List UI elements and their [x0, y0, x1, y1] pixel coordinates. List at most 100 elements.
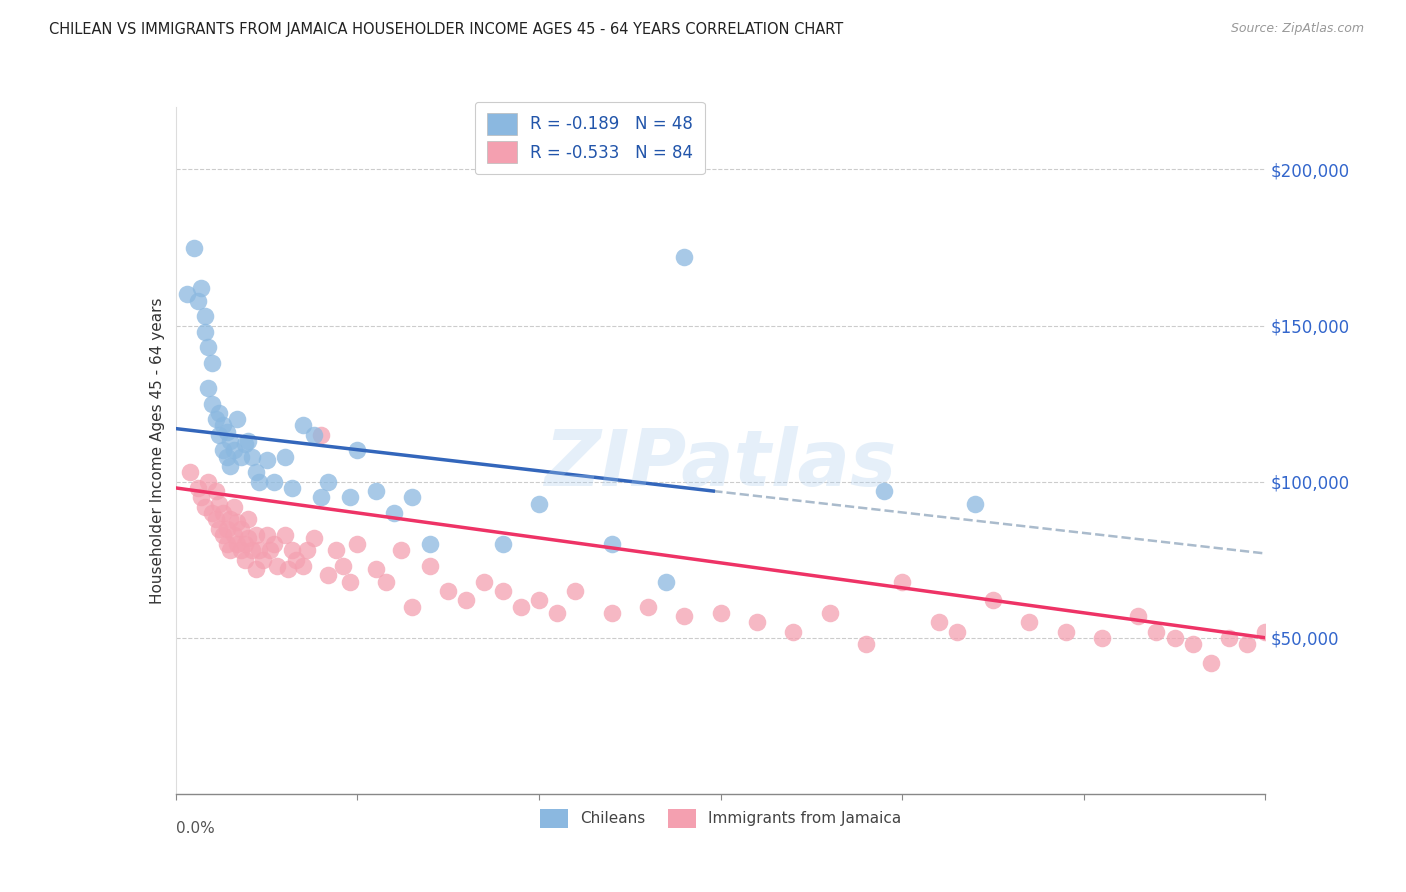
Point: [437, 583, 460, 598]
Point: [215, 537, 238, 551]
Point: [527, 496, 550, 510]
Point: [204, 512, 226, 526]
Point: [231, 543, 253, 558]
Point: [474, 574, 496, 589]
Point: [208, 496, 231, 510]
Text: ZIPatlas: ZIPatlas: [544, 426, 897, 502]
Y-axis label: Householder Income Ages 45 - 64 years: Householder Income Ages 45 - 64 years: [149, 297, 165, 604]
Point: [194, 309, 217, 323]
Point: [190, 281, 212, 295]
Point: [215, 425, 238, 439]
Point: [346, 537, 368, 551]
Point: [1181, 637, 1204, 651]
Point: [266, 558, 288, 574]
Point: [176, 287, 198, 301]
Point: [186, 293, 209, 308]
Point: [274, 450, 297, 464]
Point: [245, 466, 267, 480]
Point: [981, 593, 1004, 607]
Point: [197, 381, 219, 395]
Point: [325, 543, 347, 558]
Point: [226, 537, 249, 551]
Point: [375, 574, 398, 589]
Point: [281, 543, 304, 558]
Point: [245, 527, 267, 541]
Point: [302, 427, 325, 442]
Point: [238, 434, 260, 449]
Point: [208, 406, 231, 420]
Point: [240, 543, 263, 558]
Point: [252, 552, 274, 567]
Point: [318, 475, 340, 489]
Point: [183, 240, 205, 255]
Point: [212, 527, 235, 541]
Point: [655, 574, 678, 589]
Point: [782, 624, 804, 639]
Point: [509, 599, 531, 614]
Point: [219, 458, 242, 473]
Point: [231, 521, 253, 535]
Point: [309, 427, 332, 442]
Point: [215, 521, 238, 535]
Point: [247, 543, 270, 558]
Point: [238, 512, 260, 526]
Point: [256, 527, 278, 541]
Point: [1254, 624, 1277, 639]
Point: [204, 412, 226, 426]
Point: [231, 450, 253, 464]
Legend: Chileans, Immigrants from Jamaica: Chileans, Immigrants from Jamaica: [534, 803, 907, 834]
Point: [215, 450, 238, 464]
Point: [204, 483, 226, 498]
Point: [546, 606, 568, 620]
Point: [745, 615, 768, 630]
Point: [284, 552, 307, 567]
Point: [259, 543, 281, 558]
Point: [1163, 631, 1185, 645]
Point: [600, 606, 623, 620]
Point: [194, 500, 217, 514]
Point: [295, 543, 318, 558]
Text: CHILEAN VS IMMIGRANTS FROM JAMAICA HOUSEHOLDER INCOME AGES 45 - 64 YEARS CORRELA: CHILEAN VS IMMIGRANTS FROM JAMAICA HOUSE…: [49, 22, 844, 37]
Point: [401, 599, 423, 614]
Point: [364, 562, 387, 576]
Point: [274, 527, 297, 541]
Point: [263, 475, 285, 489]
Point: [226, 412, 249, 426]
Point: [873, 483, 896, 498]
Text: 0.0%: 0.0%: [176, 822, 215, 837]
Point: [492, 583, 515, 598]
Point: [332, 558, 354, 574]
Point: [456, 593, 478, 607]
Point: [318, 568, 340, 582]
Point: [208, 521, 231, 535]
Point: [212, 506, 235, 520]
Point: [1091, 631, 1114, 645]
Point: [382, 506, 405, 520]
Point: [194, 325, 217, 339]
Point: [963, 496, 986, 510]
Point: [226, 515, 249, 529]
Point: [238, 531, 260, 545]
Point: [219, 512, 242, 526]
Point: [197, 475, 219, 489]
Point: [197, 340, 219, 354]
Point: [186, 481, 209, 495]
Point: [302, 531, 325, 545]
Point: [219, 543, 242, 558]
Point: [245, 562, 267, 576]
Point: [179, 466, 201, 480]
Point: [291, 558, 314, 574]
Point: [233, 437, 256, 451]
Point: [309, 490, 332, 504]
Point: [281, 481, 304, 495]
Point: [527, 593, 550, 607]
Point: [190, 490, 212, 504]
Point: [673, 608, 696, 623]
Point: [1146, 624, 1168, 639]
Point: [710, 606, 733, 620]
Point: [222, 527, 245, 541]
Point: [1236, 637, 1258, 651]
Point: [401, 490, 423, 504]
Point: [673, 250, 696, 264]
Point: [212, 418, 235, 433]
